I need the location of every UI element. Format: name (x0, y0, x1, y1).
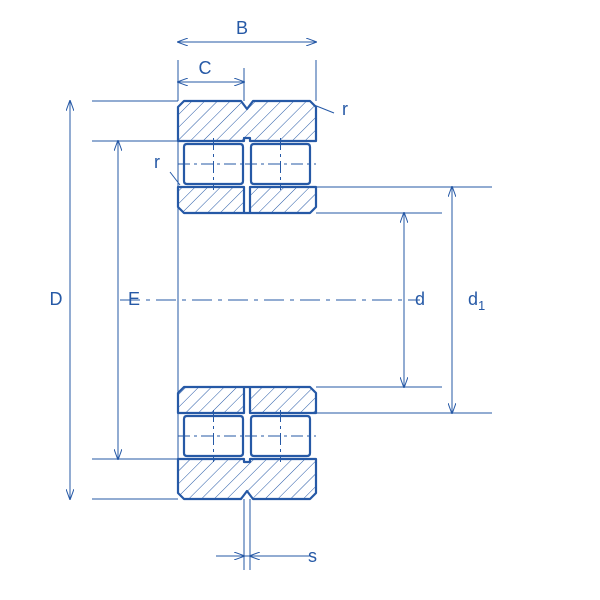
dim-label-d: d (415, 289, 425, 309)
dim-label-d1: d1 (468, 289, 485, 313)
dim-label-D: D (50, 289, 63, 309)
dim-label-r: r (154, 152, 160, 172)
dim-label-B: B (236, 18, 248, 38)
dim-label-s: s (308, 546, 317, 566)
dim-label-C: C (199, 58, 212, 78)
dim-label-r: r (342, 99, 348, 119)
bearing-drawing: B C D Ed d1 s r r (0, 0, 600, 600)
dim-label-E: E (128, 289, 140, 309)
